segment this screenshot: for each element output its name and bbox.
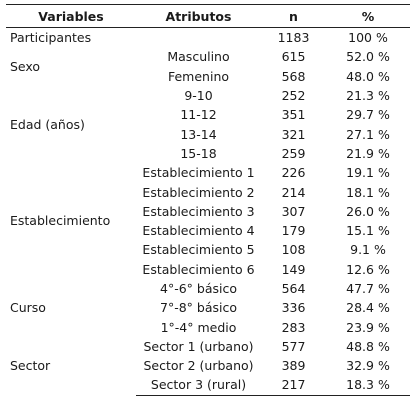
header-percent: % <box>326 4 410 28</box>
cell-percent: 27.1 % <box>346 126 390 142</box>
cell-percent: 26.0 % <box>346 203 390 219</box>
cell-attribute: Establecimiento 2 <box>142 184 255 200</box>
cell-attribute: 13-14 <box>180 126 217 142</box>
cell-n: 217 <box>261 375 326 396</box>
table-row: Establecimiento 3 307 26.0 % <box>6 202 410 221</box>
table-row: Establecimiento 5 108 9.1 % <box>6 240 410 259</box>
cell-attribute: Sector 3 (rural) <box>136 375 261 396</box>
table-body: Participantes 1183 100 % Sexo Masculino … <box>6 28 410 396</box>
cell-percent: 18.1 % <box>346 184 390 200</box>
cell-n: 336 <box>281 300 306 316</box>
cell-percent: 100 % <box>348 30 388 46</box>
cell-percent: 12.6 % <box>346 261 390 277</box>
cell-n: 108 <box>281 242 306 258</box>
table-row: Sector 2 (urbano) 389 32.9 % <box>6 356 410 375</box>
cell-variable: Participantes <box>10 30 92 46</box>
cell-n: 226 <box>281 165 306 181</box>
header-atributos: Atributos <box>136 4 261 28</box>
cell-n: 568 <box>281 68 306 84</box>
cell-percent: 23.9 % <box>346 319 390 335</box>
cell-attribute: Establecimiento 3 <box>142 203 255 219</box>
table-row: Sexo Masculino 615 52.0 % <box>6 47 410 74</box>
cell-n: 283 <box>281 319 306 335</box>
table-row: Curso 4°-6° básico 564 47.7 % <box>6 279 410 315</box>
cell-percent: 18.3 % <box>326 375 410 396</box>
cell-attribute: Establecimiento 4 <box>142 223 255 239</box>
cell-n: 252 <box>281 88 306 104</box>
cell-percent: 19.1 % <box>346 165 390 181</box>
table-row: Participantes 1183 100 % <box>6 28 410 48</box>
cell-n: 307 <box>281 203 306 219</box>
header-variables: Variables <box>6 4 136 28</box>
table-row: 7°-8° básico 336 28.4 % <box>6 298 410 317</box>
header-n: n <box>261 4 326 28</box>
cell-n: 259 <box>281 145 306 161</box>
table-row: 15-18 259 21.9 % <box>6 144 410 163</box>
table-row: Establecimiento 4 179 15.1 % <box>6 221 410 240</box>
cell-n: 214 <box>281 184 306 200</box>
cell-attribute: Establecimiento 1 <box>142 165 255 181</box>
cell-attribute: 1°-4° medio <box>160 319 237 335</box>
cell-n: 615 <box>281 49 306 65</box>
table-row: 1°-4° medio 283 23.9 % <box>6 317 410 336</box>
header-row: Variables Atributos n % <box>6 4 410 28</box>
cell-attribute: Sector 2 (urbano) <box>143 358 254 374</box>
cell-n: 351 <box>281 107 306 123</box>
cell-n: 321 <box>281 126 306 142</box>
cell-attribute: Establecimiento 5 <box>142 242 255 258</box>
cell-percent: 52.0 % <box>346 49 390 65</box>
cell-percent: 48.8 % <box>346 338 390 354</box>
cell-percent: 21.9 % <box>346 145 390 161</box>
table-row: Establecimiento Establecimiento 1 226 19… <box>6 163 410 228</box>
cell-variable: Sexo <box>10 59 41 75</box>
cell-attribute: Masculino <box>167 49 230 65</box>
cell-percent: 32.9 % <box>346 358 390 374</box>
cell-percent: 47.7 % <box>346 281 390 296</box>
cell-n: 179 <box>281 223 306 239</box>
table-row: Sector Sector 1 (urbano) 577 48.8 % <box>6 337 410 374</box>
cell-attribute: 15-18 <box>180 145 217 161</box>
table-row: Edad (años) 9-10 252 21.3 % <box>6 86 410 132</box>
cell-attribute: 9-10 <box>184 88 213 104</box>
cell-variable: Establecimiento <box>10 213 111 229</box>
table-row: Sector 3 (rural) 217 18.3 % <box>6 375 410 396</box>
table-row: 13-14 321 27.1 % <box>6 124 410 143</box>
cell-n: 564 <box>281 281 306 296</box>
cell-attribute <box>136 28 261 48</box>
cell-attribute: 11-12 <box>180 107 217 123</box>
table-row: 11-12 351 29.7 % <box>6 105 410 124</box>
table-row: Femenino 568 48.0 % <box>6 67 410 86</box>
cell-percent: 29.7 % <box>346 107 390 123</box>
table-row: Establecimiento 6 149 12.6 % <box>6 260 410 279</box>
cell-percent: 15.1 % <box>346 223 390 239</box>
cell-attribute: Sector 1 (urbano) <box>143 338 254 354</box>
table-row: Establecimiento 2 214 18.1 % <box>6 182 410 201</box>
cell-variable: Curso <box>10 300 46 316</box>
cell-percent: 21.3 % <box>346 88 390 104</box>
cell-attribute: 4°-6° básico <box>160 281 237 296</box>
cell-attribute: Establecimiento 6 <box>142 261 255 277</box>
demographics-table: Variables Atributos n % Participantes 11… <box>6 4 410 396</box>
cell-percent: 48.0 % <box>346 68 390 84</box>
cell-attribute: 7°-8° básico <box>160 300 237 316</box>
cell-n: 577 <box>281 338 306 354</box>
cell-percent: 28.4 % <box>346 300 390 316</box>
cell-variable: Edad (años) <box>10 116 85 132</box>
cell-attribute: Femenino <box>167 68 230 84</box>
cell-percent: 9.1 % <box>350 242 386 258</box>
cell-n: 1183 <box>277 30 310 46</box>
cell-n: 389 <box>281 358 306 374</box>
cell-n: 149 <box>281 261 306 277</box>
cell-variable: Sector <box>10 358 51 374</box>
